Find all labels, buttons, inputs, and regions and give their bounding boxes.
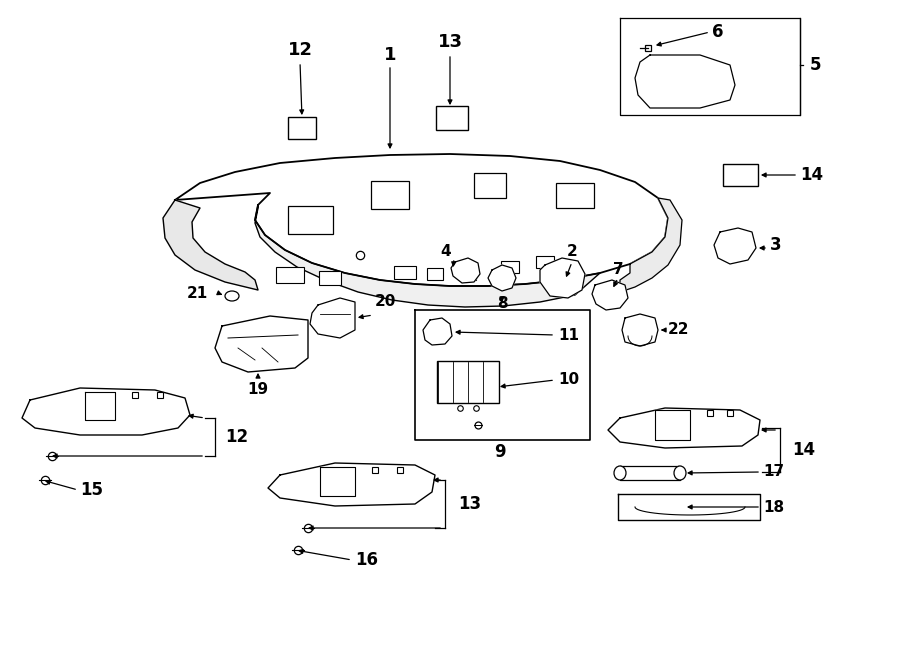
Polygon shape: [310, 298, 355, 338]
Polygon shape: [451, 258, 480, 283]
Polygon shape: [175, 154, 668, 286]
Bar: [723, 164, 758, 186]
Text: 12: 12: [225, 428, 248, 446]
Bar: [437, 361, 499, 403]
Text: 7: 7: [613, 262, 624, 278]
Bar: [287, 206, 332, 234]
Polygon shape: [488, 265, 516, 291]
Polygon shape: [423, 318, 452, 345]
Polygon shape: [215, 316, 308, 372]
Polygon shape: [620, 198, 682, 292]
Ellipse shape: [614, 466, 626, 480]
Text: 9: 9: [494, 443, 506, 461]
Text: 5: 5: [810, 56, 822, 74]
Text: 17: 17: [763, 465, 784, 479]
Polygon shape: [635, 55, 735, 108]
Text: 22: 22: [668, 323, 689, 338]
Text: 14: 14: [800, 166, 824, 184]
Bar: [276, 267, 304, 283]
Text: 15: 15: [80, 481, 103, 499]
Polygon shape: [22, 388, 190, 435]
Bar: [288, 117, 316, 139]
Ellipse shape: [225, 291, 239, 301]
Bar: [371, 181, 409, 209]
Text: 13: 13: [458, 495, 482, 513]
Ellipse shape: [674, 466, 686, 480]
Bar: [556, 182, 594, 208]
Polygon shape: [655, 410, 690, 440]
Polygon shape: [255, 205, 600, 307]
Polygon shape: [608, 408, 760, 448]
Polygon shape: [620, 466, 680, 480]
Text: 11: 11: [558, 327, 579, 342]
Bar: [394, 266, 416, 278]
Text: 4: 4: [441, 245, 451, 260]
Text: 16: 16: [355, 551, 378, 569]
Bar: [319, 271, 341, 285]
Bar: [474, 173, 506, 198]
Polygon shape: [714, 228, 756, 264]
Bar: [460, 268, 476, 280]
Polygon shape: [320, 467, 355, 496]
Text: 18: 18: [763, 500, 784, 514]
Polygon shape: [85, 392, 115, 420]
Polygon shape: [622, 314, 658, 346]
Text: 13: 13: [437, 33, 463, 51]
Text: 6: 6: [712, 23, 724, 41]
Bar: [501, 261, 519, 273]
Bar: [536, 256, 554, 268]
Text: 10: 10: [558, 373, 579, 387]
Polygon shape: [268, 463, 435, 506]
Polygon shape: [163, 200, 258, 290]
Polygon shape: [540, 258, 585, 298]
Bar: [436, 106, 468, 130]
Text: 1: 1: [383, 46, 396, 64]
Text: 8: 8: [497, 295, 508, 311]
Polygon shape: [618, 494, 760, 520]
Bar: [427, 268, 443, 280]
Text: 2: 2: [567, 245, 578, 260]
Polygon shape: [592, 280, 628, 310]
Text: 3: 3: [770, 236, 781, 254]
Text: 14: 14: [792, 441, 815, 459]
Text: 21: 21: [187, 286, 208, 301]
Text: 12: 12: [287, 41, 312, 59]
Text: 19: 19: [248, 383, 268, 397]
Text: 20: 20: [375, 295, 396, 309]
